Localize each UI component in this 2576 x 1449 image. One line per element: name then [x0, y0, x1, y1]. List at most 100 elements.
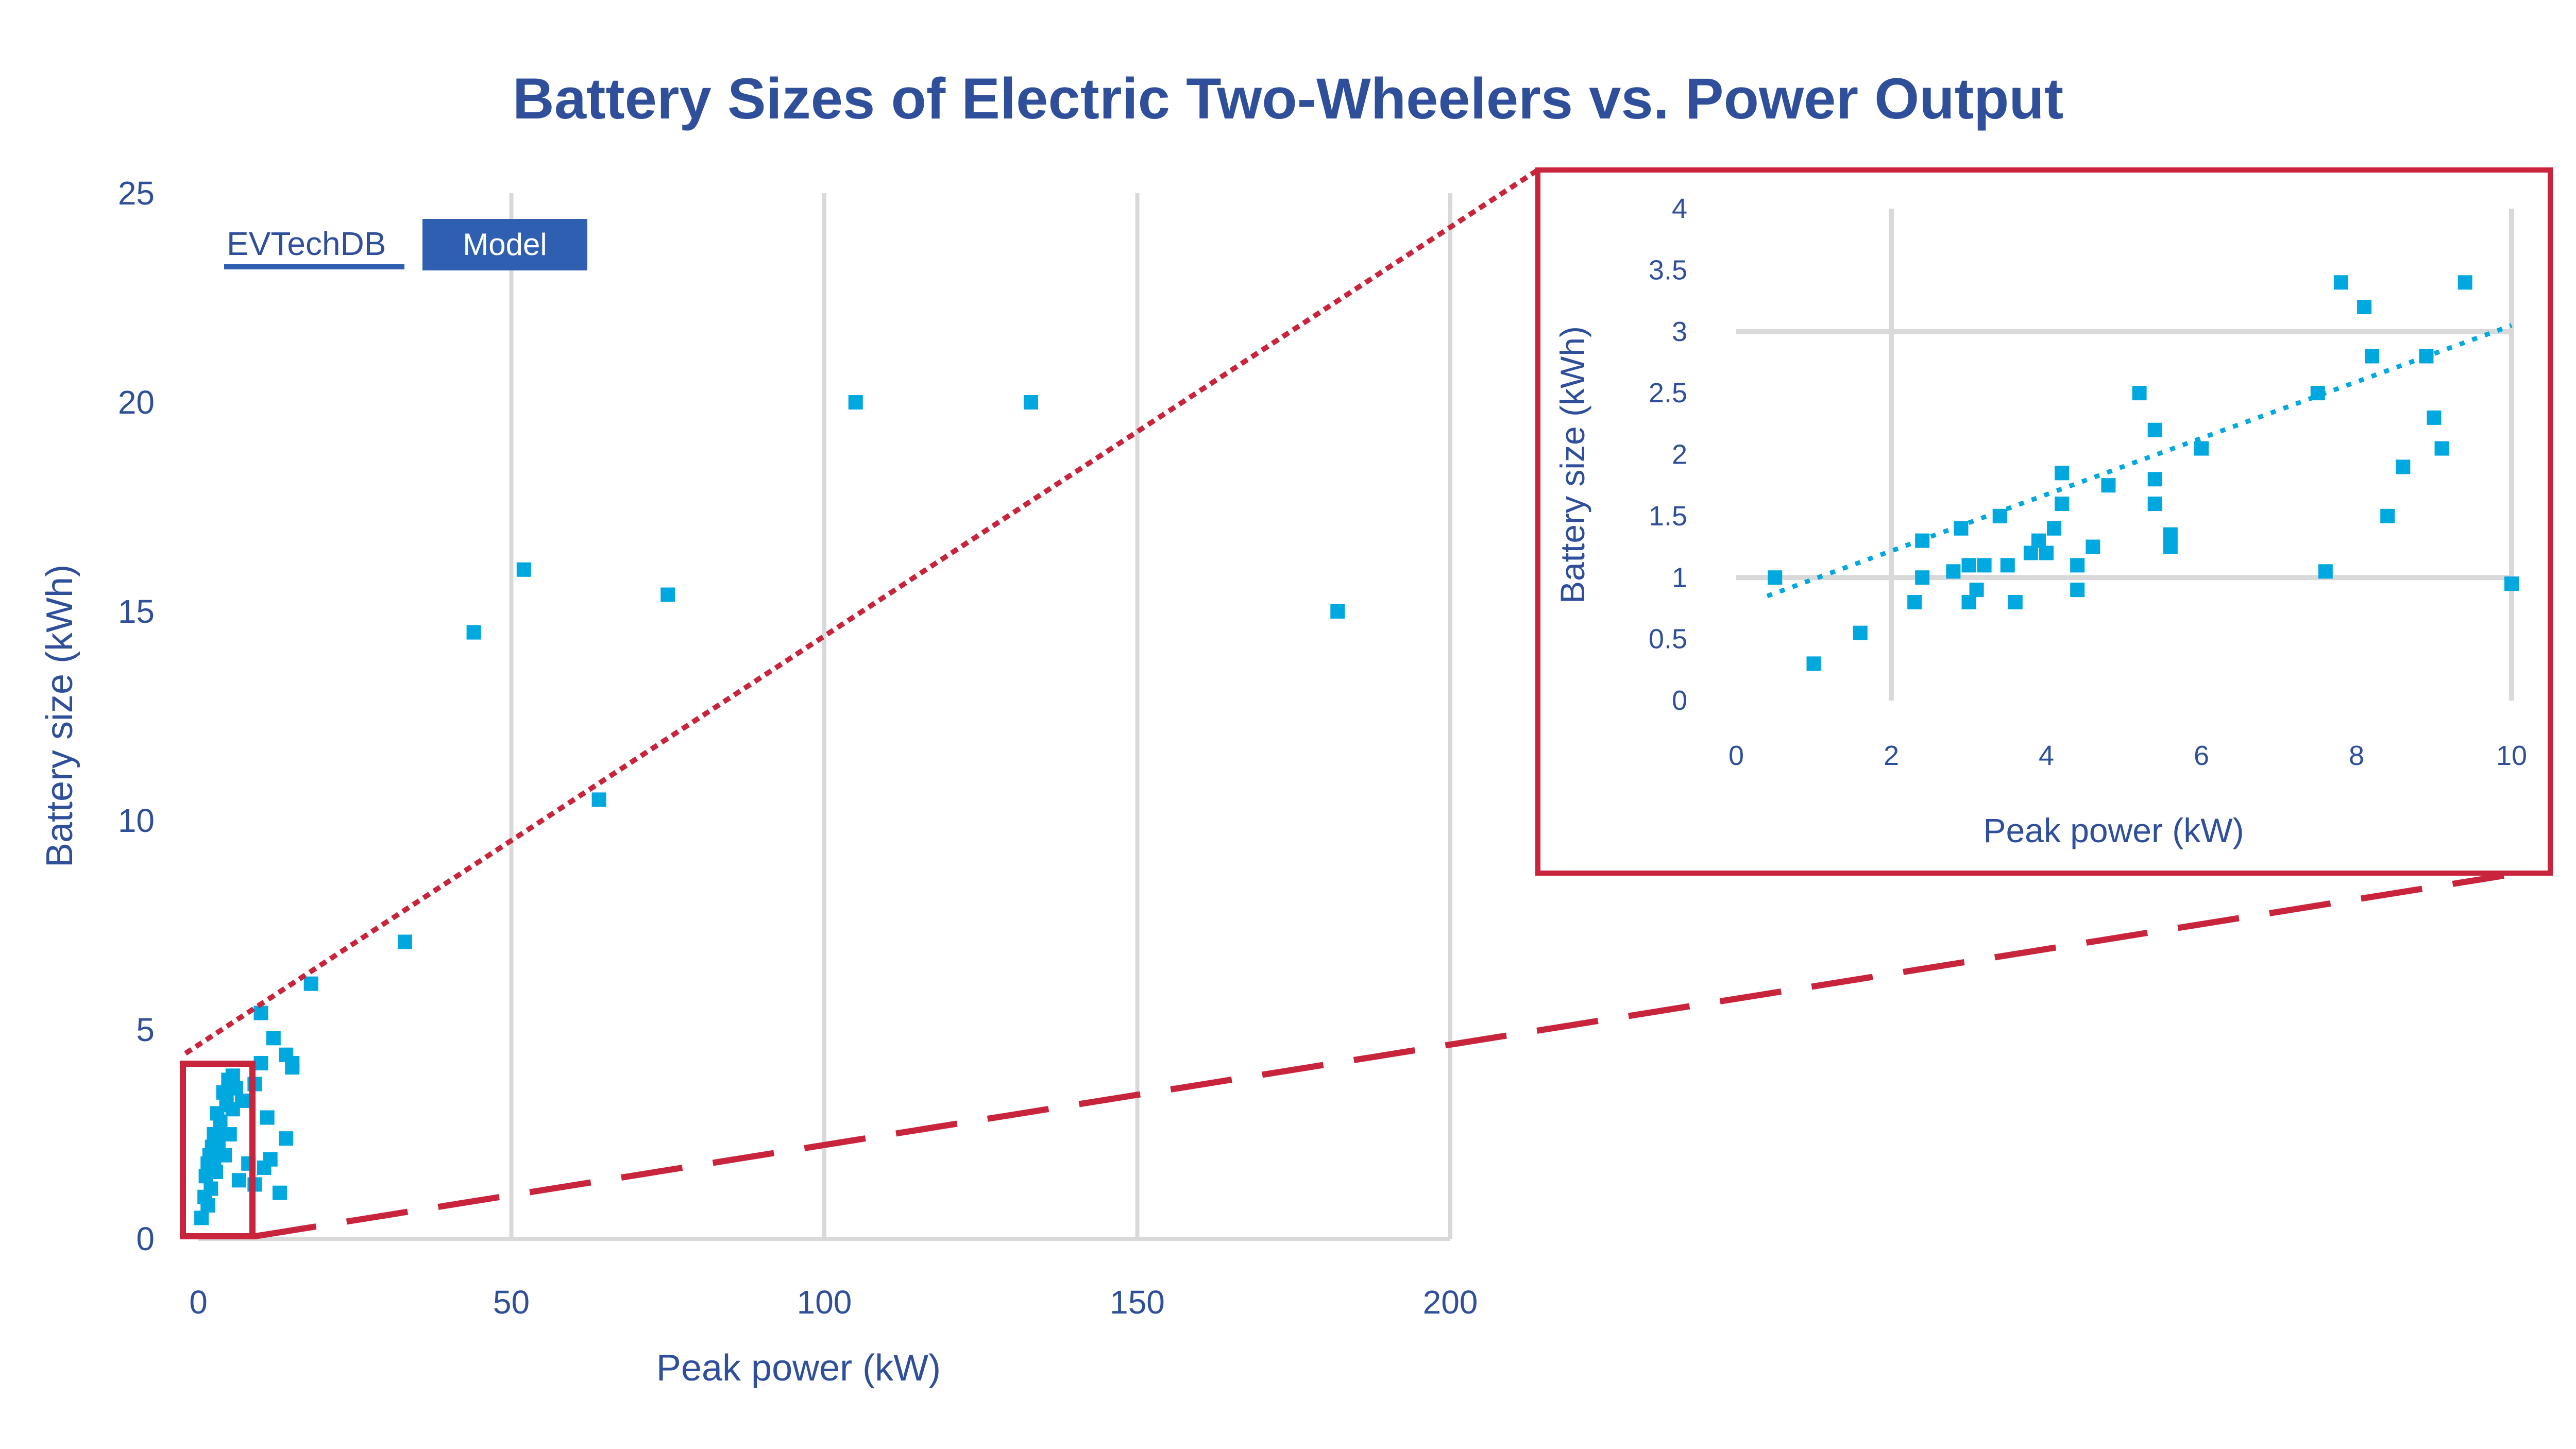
zoom-connector-bottom: [255, 873, 2504, 1239]
zoom-connector-top: [184, 167, 1539, 1056]
main-y-tick-label: 15: [118, 593, 155, 630]
main-x-tick-label: 100: [797, 1284, 852, 1321]
main-data-point: [660, 587, 675, 602]
main-x-tick-label: 150: [1110, 1284, 1165, 1321]
inset-data-point: [1961, 595, 1976, 609]
inset-data-point: [2163, 527, 2178, 542]
main-y-tick-label: 0: [136, 1220, 155, 1257]
inset-data-point: [1915, 533, 1930, 548]
main-data-point: [209, 1165, 224, 1180]
main-y-tick-label: 5: [136, 1011, 155, 1048]
main-data-point: [225, 1068, 240, 1083]
inset-y-tick-label: 2.5: [1649, 378, 1687, 408]
chart-title: Battery Sizes of Electric Two-Wheelers v…: [513, 66, 2063, 131]
inset-trendline: [1766, 323, 2513, 599]
inset-data-point: [2132, 386, 2147, 401]
main-data-point: [194, 1211, 209, 1225]
inset-data-point: [2147, 422, 2162, 437]
main-y-tick-label: 10: [118, 802, 155, 839]
main-data-point: [253, 1055, 268, 1070]
legend: EVTechDB Model: [224, 219, 587, 270]
inset-trendline-path: [1766, 323, 2513, 599]
inset-data-point: [2163, 539, 2178, 554]
inset-data-point: [2070, 558, 2085, 573]
main-gridlines: [509, 193, 1452, 1239]
inset-data-point: [1806, 656, 1821, 671]
inset-y-tick-label: 3.5: [1649, 254, 1687, 285]
inset-data-point: [2310, 386, 2325, 401]
main-x-tick-label: 200: [1423, 1284, 1478, 1321]
inset-y-tick-label: 0: [1672, 685, 1687, 716]
main-data-point: [516, 562, 531, 577]
inset-data-point: [1977, 558, 1992, 573]
legend-item-model: Model: [463, 227, 547, 262]
main-data-point: [263, 1152, 278, 1167]
inset-x-tick-label: 4: [2039, 740, 2054, 771]
inset-data-point: [2318, 564, 2333, 579]
main-data-point: [279, 1131, 294, 1146]
inset-data-point: [2031, 533, 2046, 548]
inset-x-tick-label: 2: [1884, 740, 1899, 771]
main-data-point: [219, 1094, 234, 1109]
inset-data-point: [1992, 508, 2007, 523]
zoom-connectors: [180, 167, 2504, 1239]
inset-data-point: [2194, 441, 2209, 456]
inset-axes: 0 2 4 6 8 10 0 0.5 1 1.5 2 2.5 3 3.5 4 Peak power (kW) B…: [1553, 193, 2527, 849]
main-data-point: [213, 1122, 228, 1137]
inset-data-point: [2434, 441, 2449, 456]
inset-data-point: [2000, 558, 2015, 573]
inset-data-point: [2458, 275, 2472, 290]
legend-model-box: [422, 219, 587, 270]
inset-data-points: [1768, 275, 2519, 671]
inset-data-point: [2047, 521, 2062, 536]
main-data-point: [253, 1005, 268, 1020]
inset-data-point: [1768, 570, 1783, 585]
inset-data-point: [2396, 459, 2411, 474]
inset-data-point: [2419, 349, 2434, 364]
inset-y-tick-label: 1.5: [1649, 501, 1687, 532]
inset-y-tick-label: 0.5: [1649, 624, 1687, 655]
inset-data-point: [2380, 508, 2395, 523]
inset-data-point: [2365, 349, 2380, 364]
inset-data-point: [2101, 478, 2116, 493]
inset-data-point: [2427, 410, 2442, 425]
main-data-point: [200, 1198, 215, 1213]
inset-y-tick-label: 3: [1672, 316, 1687, 347]
inset-data-point: [2023, 545, 2038, 560]
main-data-point: [260, 1110, 275, 1125]
main-data-point: [1330, 604, 1345, 619]
main-data-point: [591, 792, 606, 807]
main-data-point: [848, 395, 863, 410]
main-data-point: [207, 1152, 222, 1167]
legend-item-evtechdb: EVTechDB: [227, 225, 386, 262]
main-data-point: [272, 1185, 287, 1200]
inset-data-point: [2147, 497, 2162, 511]
main-data-point: [285, 1060, 300, 1075]
main-y-tick-label: 25: [118, 175, 155, 212]
inset-data-point: [1969, 583, 1984, 598]
inset-x-tick-label: 6: [2194, 740, 2209, 771]
main-x-axis-label: Peak power (kW): [656, 1348, 941, 1389]
inset-data-point: [2008, 595, 2023, 609]
inset-y-tick-label: 4: [1672, 193, 1687, 224]
inset-data-point: [2333, 275, 2348, 290]
main-data-point: [204, 1181, 218, 1196]
main-data-points: [194, 395, 1345, 1225]
inset-x-axis-label: Peak power (kW): [1983, 811, 2244, 849]
inset-data-point: [2070, 583, 2085, 598]
zoom-region-box: [180, 1061, 256, 1239]
main-data-point: [228, 1081, 243, 1096]
inset-data-point: [2147, 472, 2162, 487]
main-data-point: [231, 1173, 246, 1188]
inset-data-point: [2357, 300, 2372, 314]
inset-y-axis-label: Battery size (kWh): [1553, 326, 1591, 604]
inset-data-point: [2086, 539, 2100, 554]
inset-y-tick-label: 2: [1672, 439, 1687, 470]
main-y-tick-label: 20: [118, 384, 155, 421]
main-data-point: [466, 625, 481, 640]
inset-data-point: [1961, 558, 1976, 573]
inset-data-point: [1946, 564, 1961, 579]
inset-data-point: [2055, 466, 2070, 481]
inset-panel: 0 2 4 6 8 10 0 0.5 1 1.5 2 2.5 3 3.5 4 Peak power (kW) B…: [1535, 167, 2553, 876]
